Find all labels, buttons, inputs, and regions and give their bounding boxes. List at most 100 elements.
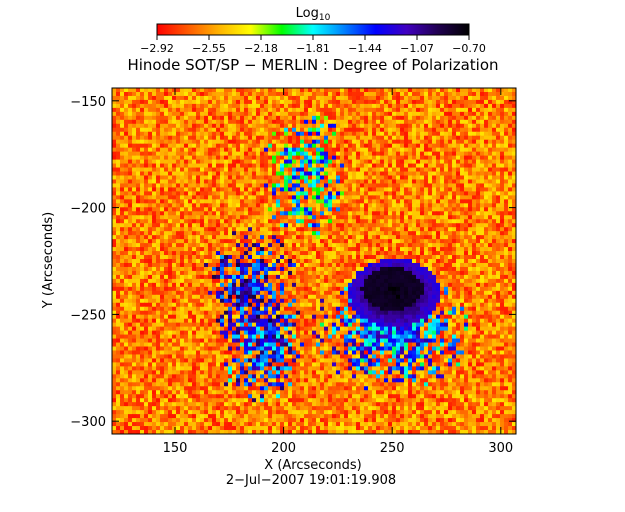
map-pixel — [276, 175, 281, 181]
map-pixel — [380, 278, 385, 284]
map-pixel — [120, 262, 125, 268]
map-pixel — [304, 191, 309, 196]
map-pixel — [172, 251, 177, 256]
map-pixel — [228, 239, 233, 244]
map-pixel — [392, 278, 397, 284]
map-pixel — [356, 243, 361, 248]
map-pixel — [356, 107, 361, 113]
map-pixel — [280, 223, 285, 228]
map-pixel — [236, 231, 241, 236]
map-pixel — [512, 135, 516, 141]
map-pixel — [356, 270, 361, 276]
map-pixel — [336, 151, 341, 157]
map-pixel — [468, 239, 473, 244]
map-pixel — [396, 262, 401, 268]
map-pixel — [124, 135, 129, 141]
map-pixel — [376, 207, 381, 212]
map-pixel — [200, 203, 205, 208]
map-pixel — [436, 143, 441, 149]
map-pixel — [152, 239, 157, 244]
map-pixel — [332, 179, 337, 185]
map-pixel — [488, 207, 493, 212]
map-pixel — [456, 251, 461, 256]
map-pixel — [260, 151, 265, 157]
map-pixel — [216, 270, 221, 276]
map-pixel — [148, 99, 153, 105]
map-pixel — [300, 262, 305, 268]
map-pixel — [472, 179, 477, 185]
map-pixel — [400, 255, 405, 260]
map-pixel — [356, 195, 361, 200]
map-pixel — [412, 99, 417, 105]
map-pixel — [128, 235, 133, 240]
map-pixel — [372, 259, 377, 264]
map-pixel — [348, 207, 353, 212]
map-pixel — [408, 103, 413, 109]
map-pixel — [304, 135, 309, 141]
map-pixel — [328, 88, 333, 93]
map-pixel — [220, 107, 225, 113]
map-pixel — [376, 227, 381, 232]
map-pixel — [440, 123, 445, 129]
map-pixel — [332, 259, 337, 264]
map-pixel — [196, 151, 201, 157]
map-pixel — [164, 207, 169, 212]
map-pixel — [200, 123, 205, 129]
map-pixel — [216, 155, 221, 161]
map-pixel — [500, 207, 505, 212]
map-pixel — [164, 235, 169, 240]
map-pixel — [416, 259, 421, 264]
map-pixel — [112, 95, 117, 101]
map-pixel — [348, 203, 353, 208]
map-pixel — [392, 147, 397, 153]
map-pixel — [244, 278, 249, 284]
map-pixel — [292, 91, 297, 97]
map-pixel — [300, 123, 305, 129]
map-pixel — [152, 247, 157, 252]
map-pixel — [176, 207, 181, 212]
map-pixel — [320, 135, 325, 141]
map-pixel — [176, 155, 181, 161]
map-pixel — [160, 270, 165, 276]
map-pixel — [472, 274, 477, 280]
map-pixel — [352, 155, 357, 161]
map-pixel — [184, 219, 189, 224]
map-pixel — [512, 163, 516, 169]
map-pixel — [452, 115, 457, 121]
map-pixel — [392, 259, 397, 264]
map-pixel — [456, 223, 461, 228]
map-pixel — [168, 127, 173, 133]
map-pixel — [388, 107, 393, 113]
map-pixel — [320, 203, 325, 208]
map-pixel — [280, 278, 285, 284]
map-pixel — [280, 119, 285, 125]
map-pixel — [384, 88, 389, 93]
map-pixel — [416, 139, 421, 145]
map-pixel — [440, 270, 445, 276]
map-pixel — [172, 223, 177, 228]
map-pixel — [112, 159, 117, 165]
colorbar-tick-label: −0.70 — [452, 42, 486, 55]
map-pixel — [352, 219, 357, 224]
map-pixel — [132, 135, 137, 141]
map-pixel — [308, 262, 313, 268]
map-pixel — [368, 270, 373, 276]
map-pixel — [208, 88, 213, 93]
map-pixel — [448, 231, 453, 236]
map-pixel — [112, 274, 117, 280]
map-pixel — [312, 266, 317, 272]
map-pixel — [204, 278, 209, 284]
map-pixel — [168, 231, 173, 236]
map-pixel — [428, 159, 433, 165]
map-pixel — [376, 215, 381, 220]
map-pixel — [140, 282, 145, 288]
map-pixel — [184, 227, 189, 232]
map-pixel — [440, 266, 445, 272]
map-pixel — [120, 115, 125, 121]
map-pixel — [376, 191, 381, 196]
map-pixel — [204, 266, 209, 272]
map-pixel — [464, 223, 469, 228]
map-pixel — [432, 99, 437, 105]
map-pixel — [220, 215, 225, 220]
map-pixel — [388, 147, 393, 153]
